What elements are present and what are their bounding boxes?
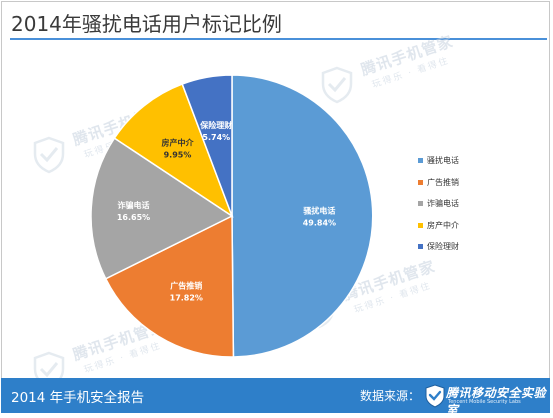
legend-item: 诈骗电话 (418, 193, 459, 215)
slice-value-label: 49.84% (303, 219, 336, 228)
legend-swatch (418, 158, 423, 164)
shield-icon (425, 384, 445, 408)
brand-subtitle: Tencent Mobile Security Labs (448, 399, 521, 405)
slice-value-label: 16.65% (117, 213, 150, 222)
slice-category-label: 诈骗电话 (118, 200, 150, 210)
brand-name: 腾讯移动安全实验室 (446, 386, 547, 417)
title-divider (10, 38, 547, 40)
source-label: 数据来源： (360, 389, 421, 403)
legend-swatch (418, 201, 423, 207)
slice-value-label: 17.82% (170, 294, 203, 303)
legend-item: 骚扰电话 (418, 150, 459, 172)
chart-legend: 骚扰电话广告推销诈骗电话房产中介保险理财 (418, 150, 459, 258)
legend-item: 广告推销 (418, 172, 459, 194)
pie-slice-5 (181, 74, 233, 217)
pie-slice-2 (104, 214, 235, 358)
slice-category-label: 保险理财 (199, 120, 232, 130)
legend-swatch (418, 244, 423, 250)
legend-swatch (418, 222, 423, 228)
report-title: 2014 年手机安全报告 (11, 390, 145, 406)
security-lab-logo: 腾讯移动安全实验室 Tencent Mobile Security Labs (424, 383, 550, 417)
slice-category-label: 骚扰电话 (303, 206, 335, 216)
legend-label: 保险理财 (427, 242, 459, 252)
legend-label: 骚扰电话 (427, 156, 459, 166)
slice-category-label: 广告推销 (170, 281, 202, 291)
legend-label: 诈骗电话 (427, 199, 459, 209)
slice-category-label: 房产中介 (162, 138, 195, 148)
chart-title: 2014年骚扰电话用户标记比例 (11, 12, 282, 36)
pie-slice-1 (231, 74, 374, 358)
slice-value-label: 9.95% (164, 151, 192, 160)
footer-bar: 2014 年手机安全报告 数据来源： 腾讯移动安全实验室 Tencent Mob… (1, 378, 550, 417)
legend-item: 保险理财 (418, 236, 459, 258)
legend-swatch (418, 179, 423, 185)
legend-label: 广告推销 (427, 177, 459, 187)
legend-item: 房产中介 (418, 215, 459, 237)
slice-value-label: 5.74% (202, 133, 230, 142)
legend-label: 房产中介 (427, 220, 459, 230)
pie-slice-4 (113, 83, 234, 218)
pie-slice-3 (90, 137, 234, 280)
